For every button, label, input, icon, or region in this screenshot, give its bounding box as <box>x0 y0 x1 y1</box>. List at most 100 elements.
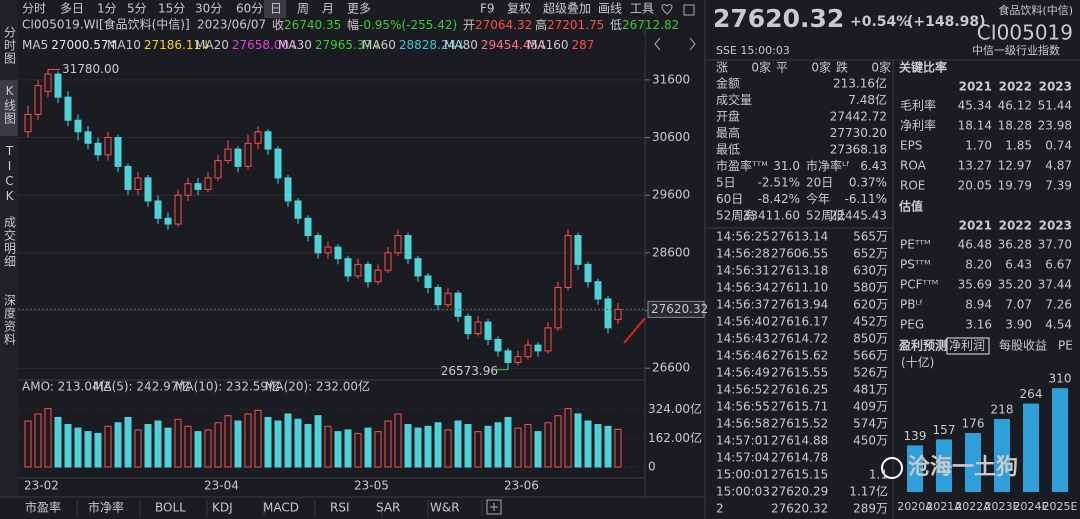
candle-body <box>464 315 472 335</box>
period-tab[interactable]: 1分 <box>97 2 117 16</box>
forecast-bar <box>1023 403 1039 492</box>
tick-volume: 1.1 <box>869 468 888 482</box>
volume-bar <box>64 424 72 468</box>
tick-price: 27615.62 <box>771 349 828 363</box>
tick-volume: 652万 <box>853 247 888 261</box>
volume-bar <box>174 418 182 468</box>
tick-time: 14:56:49 <box>716 366 770 380</box>
security-code: CI005019 <box>977 21 1073 45</box>
add-tab[interactable] <box>486 499 502 515</box>
candle-body <box>114 137 122 167</box>
candle-body <box>504 350 512 363</box>
tick-time: 2 <box>716 502 724 516</box>
candle-body <box>304 217 312 237</box>
period-tab[interactable]: 5分 <box>127 2 147 16</box>
volume-bar <box>334 431 342 468</box>
tool-button[interactable]: F9 <box>480 2 495 16</box>
period-tab[interactable]: 日 <box>270 2 282 16</box>
candle-body <box>494 338 502 352</box>
period-tab[interactable]: 多日 <box>60 2 84 16</box>
tick-time: 14:57:04 <box>716 451 770 465</box>
candle-body <box>604 298 612 329</box>
candle-body <box>594 281 602 300</box>
ma-label: MA160 <box>527 38 568 52</box>
side-tab[interactable]: K线图 <box>3 84 17 125</box>
scroll-icons[interactable] <box>654 37 696 51</box>
indicator-tab[interactable]: SAR <box>376 501 400 515</box>
indicator-tab[interactable]: MACD <box>263 501 299 515</box>
period-tab[interactable]: 更多 <box>347 2 371 16</box>
indicator-tab[interactable]: 市净率 <box>88 500 124 515</box>
period-tab[interactable]: 周 <box>297 2 309 16</box>
volume-bar <box>294 418 302 468</box>
ratio-label: 毛利率 <box>900 98 936 113</box>
forecast-year: 2025E <box>1043 500 1078 513</box>
candle-body <box>124 165 132 190</box>
candle-body <box>524 344 532 358</box>
indicator-tab[interactable]: KDJ <box>212 501 233 515</box>
volume-bar <box>234 420 242 468</box>
volume-bar <box>104 425 112 468</box>
forecast-tab[interactable]: PE <box>1058 339 1073 353</box>
volume-bar <box>404 424 412 468</box>
ratio-value: 36.28 <box>998 238 1032 252</box>
forecast-year: 2022A <box>955 500 991 513</box>
ma-item: MA160 287 <box>527 38 594 52</box>
ratio-value: 13.27 <box>958 159 992 173</box>
category: 中信一级行业指数 <box>972 43 1060 57</box>
volume-bar <box>194 431 202 468</box>
tool-button[interactable]: 超级叠加 <box>543 1 591 16</box>
stat-value: -6.11% <box>845 192 887 206</box>
period-tab[interactable]: 60分 <box>236 2 263 16</box>
info-item: 高27201.75 <box>535 17 604 32</box>
security-code: CI005019.WI[食品饮料(中信)] <box>22 17 190 32</box>
favorite-icon[interactable] <box>661 4 673 15</box>
forecast-tab[interactable]: 每股收益 <box>999 338 1047 353</box>
forecast-bar <box>994 418 1010 492</box>
indicator-tab[interactable]: 市盈率 <box>25 500 61 515</box>
indicator-tab[interactable]: RSI <box>330 501 350 515</box>
candle-body <box>244 142 252 167</box>
ma-label: MA80 <box>444 38 478 52</box>
volume-bar <box>524 424 532 468</box>
side-tab[interactable]: 深度资料 <box>3 294 17 346</box>
volume-bar <box>144 424 152 468</box>
side-tab[interactable]: TICK <box>3 144 17 204</box>
period-tab[interactable]: 月 <box>322 2 334 16</box>
forecast-tab[interactable]: 盈利预测 <box>898 338 947 353</box>
breadth-value: 0家 <box>811 60 831 75</box>
info-label: 收 <box>272 18 284 32</box>
info-item: 开27064.32 <box>463 18 532 32</box>
stat-value: -2.51% <box>758 176 800 190</box>
date: 2023/06/07 <box>197 18 266 32</box>
y-tick-label: 0 <box>648 460 656 474</box>
forecast-tab[interactable]: 净利润 <box>949 339 985 353</box>
y-tick-label: 324.00亿 <box>648 401 702 416</box>
ma-value: 28828.24↓ <box>399 38 466 52</box>
tool-button[interactable]: 工具 <box>630 2 654 16</box>
period-tab[interactable]: 分时 <box>22 2 46 16</box>
tool-button[interactable]: 复权 <box>507 2 531 16</box>
volume-bar <box>184 425 192 468</box>
ratio-value: 51.44 <box>1038 99 1072 113</box>
volume-bar <box>164 427 172 468</box>
volume-bar <box>504 416 512 468</box>
period-tab[interactable]: 15分 <box>158 2 185 16</box>
tick-price: 27614.72 <box>771 332 828 346</box>
indicator-tab[interactable]: BOLL <box>155 501 186 515</box>
volume-bar <box>314 415 322 468</box>
tool-button[interactable]: 画线 <box>598 2 622 16</box>
forecast-year: 2020A <box>897 500 933 513</box>
side-tab[interactable]: 分时图 <box>3 26 17 65</box>
candle-body <box>104 137 112 156</box>
side-tab[interactable]: 成交明细 <box>3 216 17 268</box>
candle-body <box>34 85 42 115</box>
year-header: 2022 <box>999 80 1032 94</box>
indicator-tab[interactable]: W&R <box>430 501 460 515</box>
window-icon[interactable] <box>683 4 695 16</box>
candle-body <box>374 269 382 283</box>
candle-body <box>64 96 72 121</box>
tick-volume: 850万 <box>853 332 888 346</box>
period-tab[interactable]: 30分 <box>195 2 222 16</box>
